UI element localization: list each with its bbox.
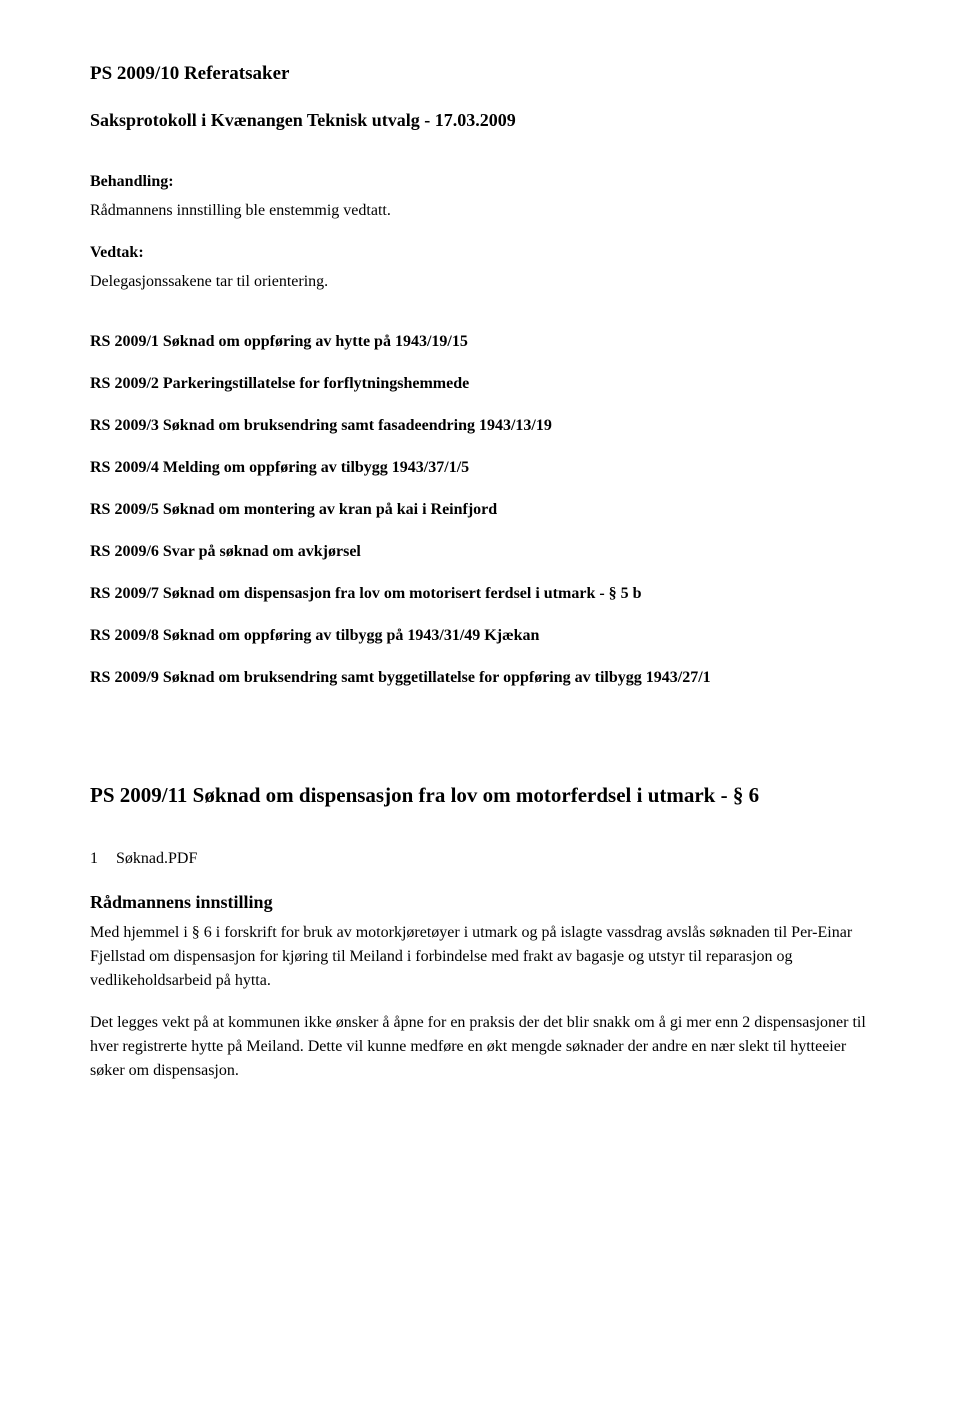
rs-item: RS 2009/9 Søknad om bruksendring samt by…: [90, 666, 870, 690]
body-paragraph: Med hjemmel i § 6 i forskrift for bruk a…: [90, 921, 870, 993]
rs-item: RS 2009/4 Melding om oppføring av tilbyg…: [90, 456, 870, 480]
rs-item: RS 2009/3 Søknad om bruksendring samt fa…: [90, 414, 870, 438]
vedtak-label: Vedtak:: [90, 241, 870, 265]
protocol-line: Saksprotokoll i Kvænangen Teknisk utvalg…: [90, 107, 870, 134]
innstilling-label: Rådmannens innstilling: [90, 889, 870, 916]
rs-item: RS 2009/5 Søknad om montering av kran på…: [90, 498, 870, 522]
rs-item: RS 2009/7 Søknad om dispensasjon fra lov…: [90, 582, 870, 606]
rs-item: RS 2009/6 Svar på søknad om avkjørsel: [90, 540, 870, 564]
page-heading-2: PS 2009/11 Søknad om dispensasjon fra lo…: [90, 780, 870, 812]
rs-item: RS 2009/2 Parkeringstillatelse for forfl…: [90, 372, 870, 396]
behandling-label: Behandling:: [90, 170, 870, 194]
attachment-filename: Søknad.PDF: [116, 847, 197, 871]
rs-item: RS 2009/1 Søknad om oppføring av hytte p…: [90, 330, 870, 354]
page-heading-1: PS 2009/10 Referatsaker: [90, 60, 870, 89]
body-paragraph: Det legges vekt på at kommunen ikke ønsk…: [90, 1011, 870, 1083]
attachment-number: 1: [90, 847, 98, 871]
vedtak-text: Delegasjonssakene tar til orientering.: [90, 270, 870, 294]
behandling-text: Rådmannens innstilling ble enstemmig ved…: [90, 199, 870, 223]
rs-item: RS 2009/8 Søknad om oppføring av tilbygg…: [90, 624, 870, 648]
attachment-row: 1 Søknad.PDF: [90, 847, 870, 871]
